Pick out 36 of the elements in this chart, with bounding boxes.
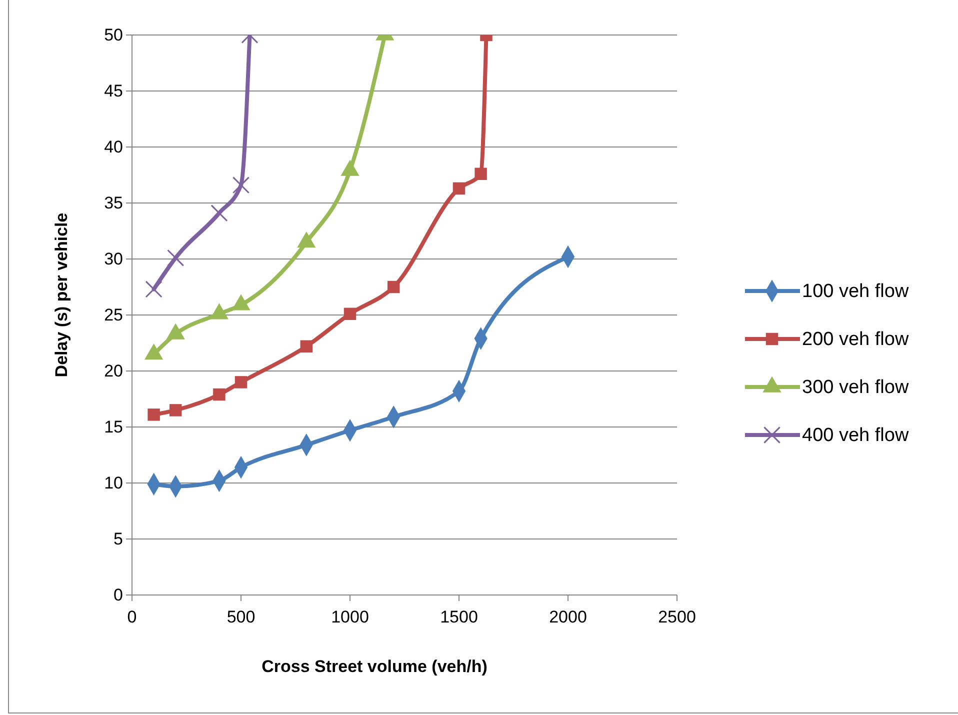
y-tick-label: 25 [104, 305, 123, 324]
point [169, 404, 182, 416]
point [474, 168, 487, 180]
y-tick-label: 40 [104, 137, 123, 156]
y-tick-label: 35 [104, 193, 123, 212]
x-tick-label: 2000 [549, 608, 587, 627]
y-tick-label: 5 [114, 529, 123, 548]
point [167, 249, 184, 266]
point [344, 308, 356, 320]
legend-label: 300 veh flow [802, 377, 909, 398]
x-tick-label: 1500 [440, 608, 478, 627]
x-axis-title: Cross Street volume (veh/h) [262, 657, 488, 676]
legend-label: 100 veh flow [802, 281, 909, 302]
x-tick-label: 500 [226, 608, 256, 627]
y-tick-label: 0 [114, 585, 123, 604]
point [145, 280, 162, 298]
point [210, 204, 228, 222]
point [452, 182, 466, 195]
y-tick-label: 15 [104, 417, 123, 436]
y-tick-label: 20 [104, 361, 123, 380]
x-tick-label: 2500 [658, 608, 696, 627]
point [232, 176, 250, 194]
y-tick-label: 10 [104, 473, 123, 492]
legend-label: 200 veh flow [802, 329, 909, 350]
point [234, 376, 248, 388]
y-axis-title: Delay (s) per vehicle [52, 212, 71, 378]
y-tick-label: 30 [104, 249, 123, 268]
y-tick-label: 50 [104, 25, 123, 44]
point [148, 408, 160, 421]
point [213, 388, 226, 401]
y-tick-label: 45 [104, 81, 123, 100]
x-tick-label: 0 [127, 608, 137, 627]
x-tick-label: 1000 [331, 608, 369, 627]
legend-label: 400 veh flow [802, 425, 909, 446]
point [387, 280, 400, 294]
point [300, 340, 313, 352]
